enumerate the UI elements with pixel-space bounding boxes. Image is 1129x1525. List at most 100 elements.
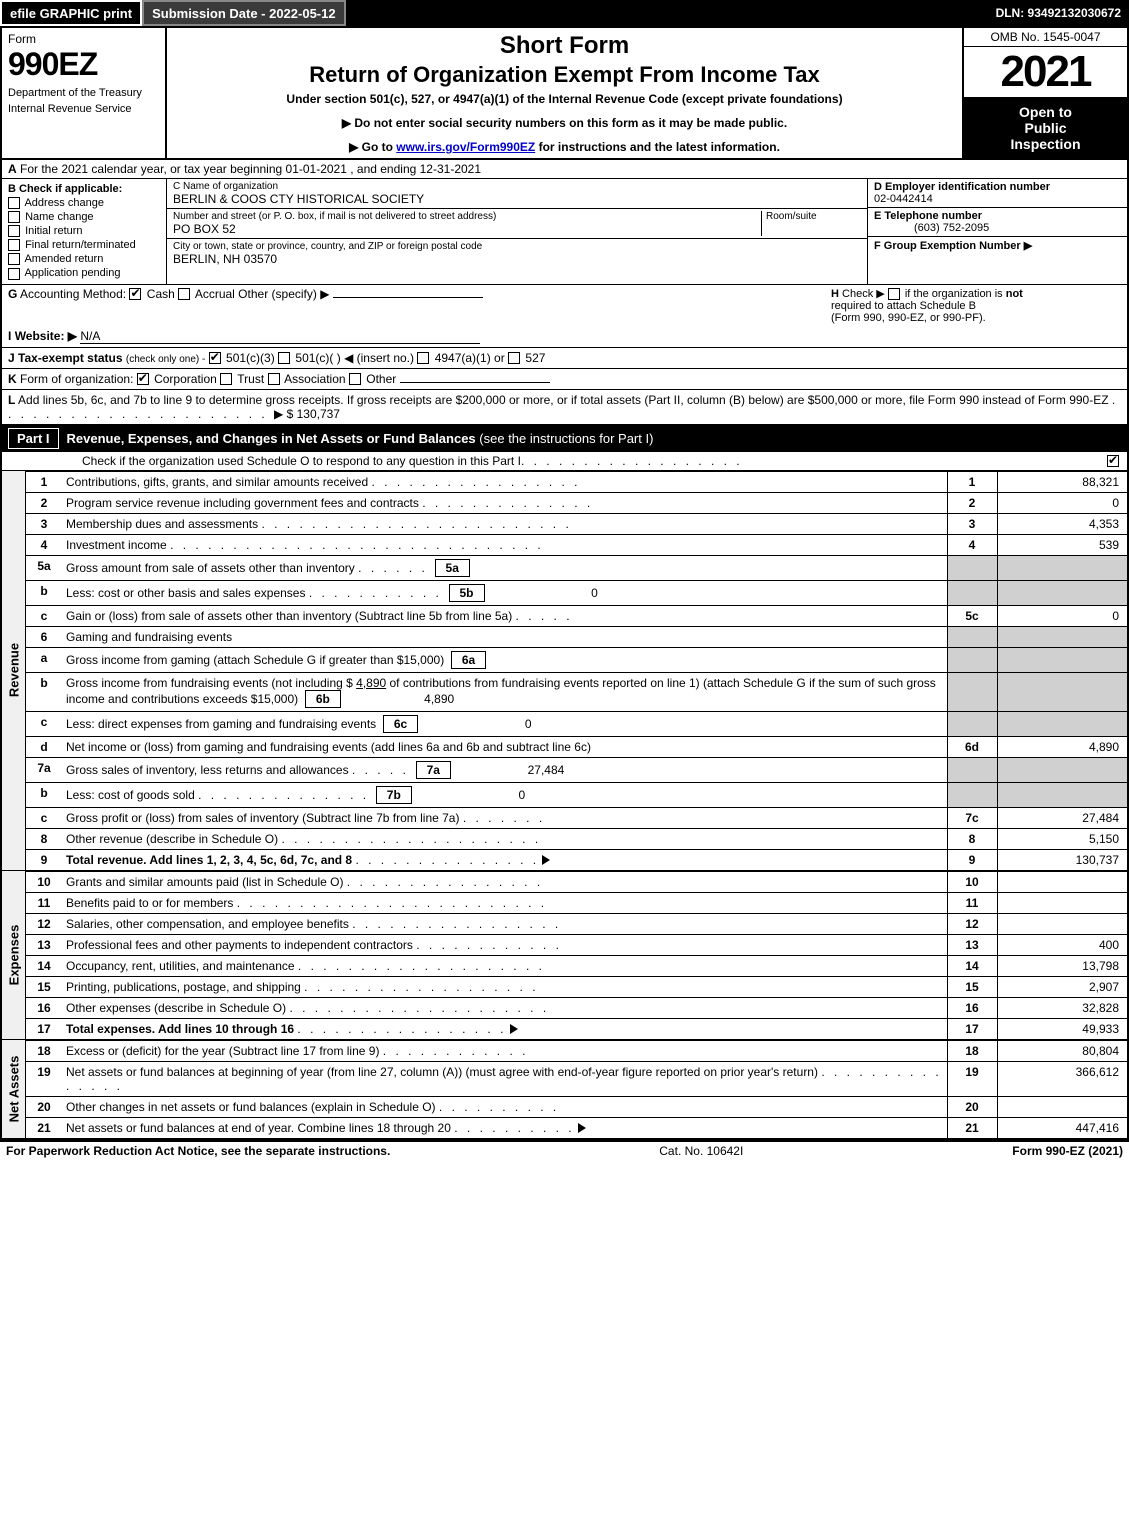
- dept-irs: Internal Revenue Service: [8, 103, 159, 115]
- col-b-title: Check if applicable:: [19, 183, 122, 195]
- org-addr-label: Number and street (or P. O. box, if mail…: [173, 211, 761, 222]
- netassets-section: Net Assets 18Excess or (deficit) for the…: [2, 1040, 1127, 1140]
- open-line2: Public: [968, 120, 1123, 136]
- line-a-prefix: A: [8, 162, 17, 176]
- top-bar: efile GRAPHIC print Submission Date - 20…: [0, 0, 1129, 26]
- line-7a: 7aGross sales of inventory, less returns…: [26, 757, 1127, 782]
- l-amount: ▶ $ 130,737: [274, 407, 340, 421]
- website-value: N/A: [80, 329, 480, 344]
- expenses-table: 10Grants and similar amounts paid (list …: [26, 871, 1127, 1039]
- line-5c: cGain or (loss) from sale of assets othe…: [26, 605, 1127, 626]
- title-short-form: Short Form: [175, 32, 954, 60]
- irs-link[interactable]: www.irs.gov/Form990EZ: [396, 140, 535, 154]
- footer-center: Cat. No. 10642I: [390, 1144, 1012, 1158]
- page-footer: For Paperwork Reduction Act Notice, see …: [0, 1142, 1129, 1160]
- header-right: OMB No. 1545-0047 2021 Open to Public In…: [962, 28, 1127, 158]
- arrow-icon: [578, 1123, 586, 1133]
- goto-line: ▶ Go to www.irs.gov/Form990EZ for instru…: [175, 140, 954, 154]
- org-addr-value: PO BOX 52: [173, 222, 761, 236]
- h-text4: (Form 990, 990-EZ, or 990-PF).: [831, 312, 986, 324]
- form-word: Form: [8, 32, 159, 46]
- cb-other-org[interactable]: [349, 373, 361, 385]
- line-8: 8Other revenue (describe in Schedule O) …: [26, 828, 1127, 849]
- cb-h[interactable]: [888, 288, 900, 300]
- line-17: 17Total expenses. Add lines 10 through 1…: [26, 1018, 1127, 1039]
- cb-501c3[interactable]: [209, 352, 221, 364]
- cb-initial-return[interactable]: Initial return: [8, 225, 160, 237]
- line-2: 2Program service revenue including gover…: [26, 492, 1127, 513]
- h-not: not: [1006, 288, 1023, 300]
- cb-trust[interactable]: [220, 373, 232, 385]
- title-return: Return of Organization Exempt From Incom…: [175, 62, 954, 88]
- dept-treasury: Department of the Treasury: [8, 87, 159, 99]
- cb-corporation[interactable]: [137, 373, 149, 385]
- line-6b: bGross income from fundraising events (n…: [26, 672, 1127, 711]
- i-label: Website: ▶: [15, 329, 77, 343]
- line-5a: 5aGross amount from sale of assets other…: [26, 555, 1127, 580]
- cb-accrual[interactable]: [178, 288, 190, 300]
- line-4: 4Investment income . . . . . . . . . . .…: [26, 534, 1127, 555]
- spacer: [346, 0, 988, 26]
- open-line1: Open to: [968, 104, 1123, 120]
- header-center: Short Form Return of Organization Exempt…: [167, 28, 962, 158]
- line-6c: cLess: direct expenses from gaming and f…: [26, 711, 1127, 736]
- col-c: C Name of organization BERLIN & COOS CTY…: [167, 179, 867, 284]
- cb-527[interactable]: [508, 352, 520, 364]
- part1-header: Part I Revenue, Expenses, and Changes in…: [2, 425, 1127, 452]
- line-5b: bLess: cost or other basis and sales exp…: [26, 580, 1127, 605]
- g-other: Other (specify) ▶: [238, 287, 329, 301]
- omb-number: OMB No. 1545-0047: [964, 28, 1127, 47]
- h-text3: required to attach Schedule B: [831, 300, 976, 312]
- g-label: Accounting Method:: [20, 287, 126, 301]
- line-6a: aGross income from gaming (attach Schedu…: [26, 647, 1127, 672]
- line-20: 20Other changes in net assets or fund ba…: [26, 1096, 1127, 1117]
- form-header: Form 990EZ Department of the Treasury In…: [2, 28, 1127, 160]
- efile-print-button[interactable]: efile GRAPHIC print: [0, 0, 142, 26]
- j-prefix: J: [8, 351, 15, 365]
- org-name-row: C Name of organization BERLIN & COOS CTY…: [167, 179, 867, 209]
- goto-prefix: ▶ Go to: [349, 140, 396, 154]
- part1-num: Part I: [8, 428, 59, 449]
- line-14: 14Occupancy, rent, utilities, and mainte…: [26, 955, 1127, 976]
- group-exemption-label: F Group Exemption Number ▶: [874, 240, 1032, 252]
- line-18: 18Excess or (deficit) for the year (Subt…: [26, 1040, 1127, 1061]
- expenses-sidebar: Expenses: [2, 871, 26, 1039]
- h-prefix: H: [831, 288, 839, 300]
- cb-amended-return[interactable]: Amended return: [8, 253, 160, 265]
- cb-4947[interactable]: [417, 352, 429, 364]
- part1-title-tail: (see the instructions for Part I): [479, 431, 653, 446]
- i-prefix: I: [8, 329, 11, 343]
- tax-year: 2021: [964, 47, 1127, 98]
- row-j: J Tax-exempt status (check only one) - 5…: [2, 348, 1127, 369]
- cb-501c[interactable]: [278, 352, 290, 364]
- cb-address-change[interactable]: Address change: [8, 197, 160, 209]
- cb-cash[interactable]: [129, 288, 141, 300]
- submission-date-button[interactable]: Submission Date - 2022-05-12: [142, 0, 346, 26]
- room-suite-label: Room/suite: [766, 211, 861, 222]
- arrow-icon: [510, 1024, 518, 1034]
- line-21: 21Net assets or fund balances at end of …: [26, 1117, 1127, 1138]
- cb-final-return[interactable]: Final return/terminated: [8, 239, 160, 251]
- cb-name-change[interactable]: Name change: [8, 211, 160, 223]
- ein-label: D Employer identification number: [874, 181, 1050, 193]
- form-number: 990EZ: [8, 46, 159, 83]
- line-6d: dNet income or (loss) from gaming and fu…: [26, 736, 1127, 757]
- cb-application-pending[interactable]: Application pending: [8, 267, 160, 279]
- org-city-value: BERLIN, NH 03570: [173, 252, 861, 266]
- row-l: L Add lines 5b, 6c, and 7b to line 9 to …: [2, 390, 1127, 425]
- row-k: K Form of organization: Corporation Trus…: [2, 369, 1127, 390]
- line-15: 15Printing, publications, postage, and s…: [26, 976, 1127, 997]
- h-text1: Check ▶: [842, 288, 885, 300]
- line-12: 12Salaries, other compensation, and empl…: [26, 913, 1127, 934]
- cb-schedule-o-part1[interactable]: [1107, 455, 1119, 467]
- k-other-blank: [400, 382, 550, 383]
- line-3: 3Membership dues and assessments . . . .…: [26, 513, 1127, 534]
- col-b-prefix: B: [8, 183, 16, 195]
- cb-association[interactable]: [268, 373, 280, 385]
- form-container: Form 990EZ Department of the Treasury In…: [0, 26, 1129, 1142]
- org-addr-row: Number and street (or P. O. box, if mail…: [167, 209, 867, 239]
- group-exemption-row: F Group Exemption Number ▶: [868, 237, 1127, 254]
- netassets-table: 18Excess or (deficit) for the year (Subt…: [26, 1040, 1127, 1138]
- phone-row: E Telephone number (603) 752-2095: [868, 208, 1127, 237]
- dln-label: DLN: 93492132030672: [988, 0, 1129, 26]
